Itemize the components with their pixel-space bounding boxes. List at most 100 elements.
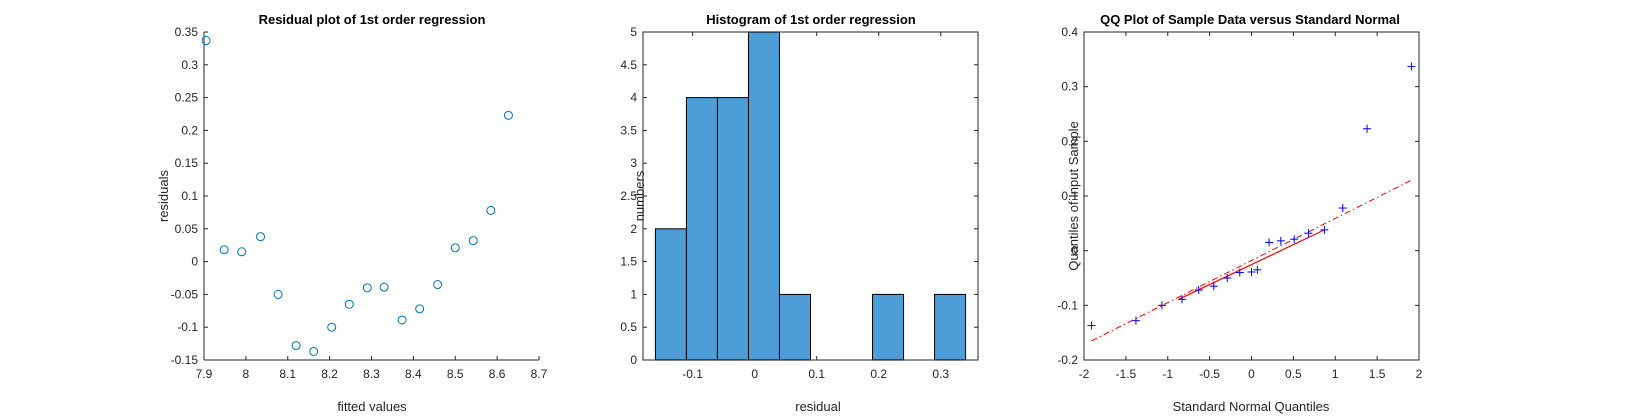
histogram-xlabel: residual <box>795 399 841 414</box>
x-tick-label: 8.1 <box>279 367 296 381</box>
x-tick-label: 0.5 <box>1285 367 1302 381</box>
residual-plot-xlabel: fitted values <box>337 399 407 414</box>
histogram-bar <box>716 97 749 361</box>
histogram-title: Histogram of 1st order regression <box>706 12 916 27</box>
histogram-bar <box>747 31 780 361</box>
x-tick-label: 1.5 <box>1369 367 1386 381</box>
residual-point <box>415 304 425 314</box>
y-tick-label: 0.4 <box>1061 25 1078 39</box>
y-tick-label: 4 <box>630 91 637 105</box>
y-tick-label: 0.1 <box>181 189 198 203</box>
y-tick-label: 0.3 <box>181 58 198 72</box>
residual-point <box>327 322 337 332</box>
y-tick-label: 0 <box>1071 244 1078 258</box>
residual-point <box>379 282 389 292</box>
qq-point <box>1131 316 1140 325</box>
qq-point <box>1276 236 1285 245</box>
residual-point <box>291 341 301 351</box>
y-tick-label: 1.5 <box>620 255 637 269</box>
y-tick-label: -0.15 <box>171 353 199 367</box>
x-tick-label: 8.6 <box>489 367 506 381</box>
residual-point <box>486 205 496 215</box>
y-tick-label: 3 <box>630 156 637 170</box>
y-tick-label: 3.5 <box>620 123 637 137</box>
qq-plot-ticks: -2 -1.5 -1 -0.5 0 0.5 1 1.5 2 -0.2 -0.1 0 0.1 0.2 0.3 0… <box>1057 25 1422 381</box>
x-tick-label: 0.3 <box>932 367 949 381</box>
residual-plot: Residual plot of 1st order regression fi… <box>156 12 548 414</box>
x-tick-label: -0.5 <box>1199 367 1220 381</box>
x-tick-label: 7.9 <box>196 367 213 381</box>
residual-plot-ticks: 7.9 8 8.1 8.2 8.3 8.4 8.5 8.6 8.7 -0.15 -0.1 -0.05 0… <box>171 25 548 381</box>
qq-plot-ylabel: Quantiles of Input Sample <box>1066 121 1081 271</box>
x-tick-label: 8.4 <box>405 367 422 381</box>
residual-point <box>201 36 211 46</box>
x-tick-label: 8.5 <box>447 367 464 381</box>
histogram-bar <box>872 293 905 361</box>
residual-point <box>503 110 513 120</box>
qq-plot-title: QQ Plot of Sample Data versus Standard N… <box>1100 12 1400 27</box>
qq-point <box>1290 235 1299 244</box>
y-tick-label: 0.05 <box>175 222 199 236</box>
qq-plot-points <box>1087 62 1416 342</box>
qq-reference-line-fit <box>1178 229 1325 300</box>
residual-point <box>273 289 283 299</box>
x-tick-label: 8 <box>243 367 250 381</box>
residual-plot-ylabel: residuals <box>156 169 171 222</box>
residual-point <box>256 232 266 242</box>
y-tick-label: 0.2 <box>181 123 198 137</box>
residual-point <box>237 247 247 257</box>
residual-point <box>219 245 229 255</box>
y-tick-label: 0 <box>630 353 637 367</box>
histogram-bar <box>934 293 967 361</box>
residual-point <box>468 236 478 246</box>
qq-point <box>1235 268 1244 277</box>
x-tick-label: 0 <box>751 367 758 381</box>
y-tick-label: 0.3 <box>1061 80 1078 94</box>
y-tick-label: 0.15 <box>175 156 199 170</box>
qq-reference-line-extended <box>1091 179 1412 342</box>
qq-plot-xlabel: Standard Normal Quantiles <box>1173 399 1330 414</box>
residual-point <box>309 346 319 356</box>
x-tick-label: 8.3 <box>363 367 380 381</box>
qq-point <box>1363 124 1372 133</box>
qq-point <box>1209 282 1218 291</box>
y-tick-label: -0.1 <box>1057 298 1078 312</box>
x-tick-label: -2 <box>1079 367 1090 381</box>
qq-point <box>1304 229 1313 238</box>
y-tick-label: 0.1 <box>1061 189 1078 203</box>
residual-point <box>450 243 460 253</box>
x-tick-label: 8.2 <box>321 367 338 381</box>
qq-point <box>1320 225 1329 234</box>
x-tick-label: -1 <box>1162 367 1173 381</box>
histogram-plot: Histogram of 1st order regression residu… <box>620 12 979 414</box>
residual-plot-title: Residual plot of 1st order regression <box>259 12 486 27</box>
x-tick-label: 0.2 <box>870 367 887 381</box>
qq-point <box>1087 321 1096 330</box>
residual-point <box>362 283 372 293</box>
qq-plot: QQ Plot of Sample Data versus Standard N… <box>1057 12 1422 414</box>
y-tick-label: -0.05 <box>171 287 199 301</box>
histogram-bar <box>778 293 812 361</box>
qq-point <box>1247 267 1256 276</box>
y-tick-label: 0.2 <box>1061 134 1078 148</box>
histogram-bars <box>654 31 967 361</box>
y-tick-label: -0.2 <box>1057 353 1078 367</box>
y-tick-label: 0.25 <box>175 91 199 105</box>
y-tick-label: 4.5 <box>620 58 637 72</box>
y-tick-label: 2.5 <box>620 189 637 203</box>
qq-point <box>1338 204 1347 213</box>
y-tick-label: 1 <box>630 287 637 301</box>
x-tick-label: 0 <box>1248 367 1255 381</box>
x-tick-label: 2 <box>1416 367 1423 381</box>
x-tick-label: -1.5 <box>1116 367 1137 381</box>
residual-point <box>397 315 407 325</box>
y-tick-label: -0.1 <box>177 320 198 334</box>
qq-point <box>1407 62 1416 71</box>
histogram-bar <box>685 97 718 361</box>
qq-point <box>1157 301 1166 310</box>
residual-point <box>433 280 443 290</box>
x-tick-label: 1 <box>1332 367 1339 381</box>
y-tick-label: 0.5 <box>620 320 637 334</box>
